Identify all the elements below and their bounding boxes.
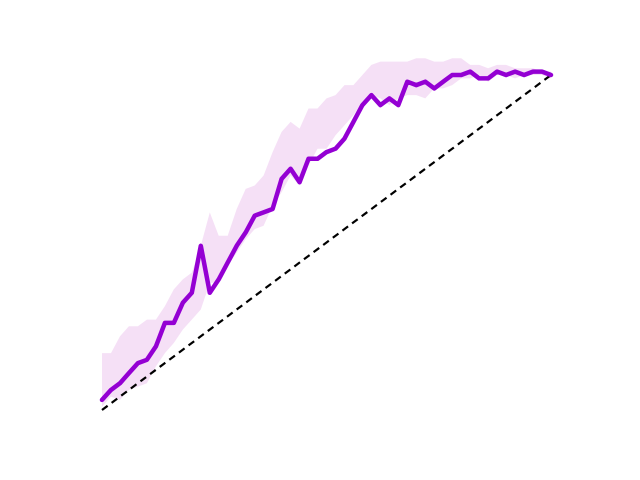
diagonal-reference-layer xyxy=(101,74,552,411)
confidence-band-layer xyxy=(102,58,551,407)
main-series-layer xyxy=(99,69,554,403)
diagonal-reference-line xyxy=(101,74,552,411)
main-series-line xyxy=(99,69,554,403)
confidence-band xyxy=(102,58,551,407)
